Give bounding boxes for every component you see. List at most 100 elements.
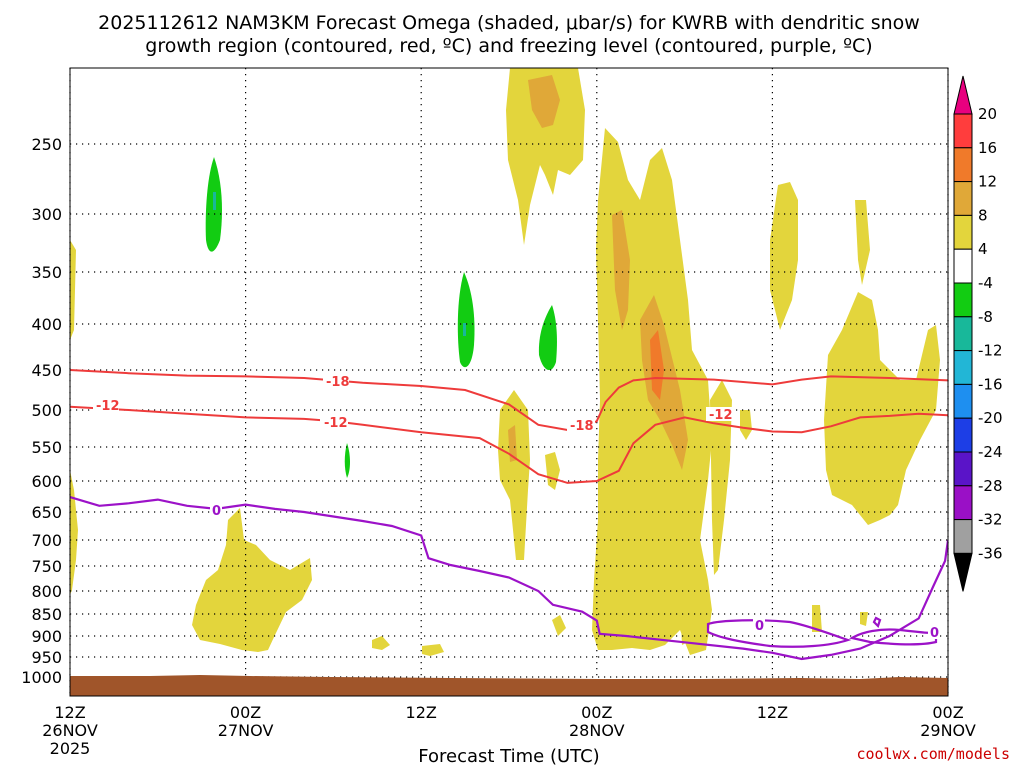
dgz12-label-bg-2: [320, 415, 348, 429]
y-tick-label-400: 400: [31, 315, 62, 334]
x-tick-time-12: 00Z: [230, 703, 261, 722]
colorbar-label-13: -36: [978, 544, 1003, 562]
y-tick-label-950: 950: [31, 648, 62, 667]
x-tick-date-12: 27NOV: [218, 721, 274, 740]
omega-region-green-3: [538, 305, 557, 371]
colorbar-label-4: 4: [978, 240, 988, 258]
omega-region-right-block: [855, 200, 870, 285]
colorbar-bin-12: [953, 519, 973, 554]
omega-region-small-3: [552, 615, 566, 636]
colorbar-bottom-arrow: [953, 552, 973, 592]
colorbar: 20 16 12 8 4 -4 -8 -12 -16 -20 -24 -28 -32 -36: [953, 75, 1003, 592]
colorbar-bin-2: [953, 181, 973, 216]
x-tick-date-36: 28NOV: [569, 721, 625, 740]
colorbar-bin-7: [953, 350, 973, 385]
y-tick-label-600: 600: [31, 472, 62, 491]
y-tick-label-800: 800: [31, 582, 62, 601]
y-tick-label-250: 250: [31, 135, 62, 154]
y-tick-label-450: 450: [31, 361, 62, 380]
omega-region-green-4: [344, 443, 350, 478]
omega-region-small-1: [372, 636, 390, 650]
x-axis-title: Forecast Time (UTC): [418, 746, 599, 767]
dgz-minus18-label-2: -18: [570, 419, 594, 434]
colorbar-label-7: -12: [978, 342, 1003, 360]
omega-region-small-5: [812, 605, 822, 632]
omega-region-dgz-right: [498, 390, 530, 560]
x-tick-date-60: 29NOV: [920, 721, 976, 740]
omega-region-core-deep: [650, 330, 664, 400]
omega-region-green-2: [457, 272, 475, 368]
colorbar-label-10: -24: [978, 443, 1003, 461]
y-tick-label-750: 750: [31, 557, 62, 576]
colorbar-label-11: -28: [978, 477, 1003, 495]
x-tick-time-24: 12Z: [406, 703, 437, 722]
colorbar-bin-4: [953, 248, 973, 284]
colorbar-label-8: -16: [978, 375, 1003, 393]
colorbar-label-5: -4: [978, 274, 993, 292]
x-tick-date-0: 26NOV: [42, 721, 98, 740]
dgz12-label-bg-1: [93, 398, 119, 412]
y-tick-label-700: 700: [31, 531, 62, 550]
y-tick-label-350: 350: [31, 263, 62, 282]
chart-title-line2: growth region (contoured, red, ºC) and f…: [145, 35, 872, 57]
omega-region-small-2: [422, 644, 444, 656]
colorbar-label-0: 20: [978, 105, 997, 123]
gridlines: [69, 68, 949, 696]
omega-region-left-edge: [70, 240, 78, 595]
frz-label-bg-3: [928, 625, 940, 639]
y-tick-label-900: 900: [31, 627, 62, 646]
frz-label-bg-2: [753, 618, 765, 632]
omega-region-column-right: [710, 380, 732, 575]
y-axis: 250 300 350 400 450 500 550 600 650 700 750 800 850 9…: [21, 135, 62, 687]
colorbar-bin-9: [953, 417, 973, 453]
freezing-label-3: 0: [930, 626, 939, 641]
dgz-minus18-label-1: -18: [326, 375, 350, 390]
dgz-minus12-label-3: -12: [709, 408, 733, 423]
colorbar-bin-6: [953, 316, 973, 352]
colorbar-label-3: 8: [978, 206, 988, 224]
dgz-minus12-label-2: -12: [324, 416, 348, 431]
dgz12-label-bg-3: [706, 407, 734, 421]
omega-region-small-mid: [740, 410, 752, 440]
freezing-loop-3: [872, 616, 882, 629]
omega-region-small-6: [860, 612, 868, 626]
x-tick-time-48: 12Z: [757, 703, 788, 722]
y-tick-label-1000: 1000: [21, 668, 62, 687]
y-tick-label-500: 500: [31, 401, 62, 420]
x-tick-time-0: 12Z: [54, 703, 85, 722]
dgz-minus12-contour: [70, 405, 948, 484]
dgz-minus12-label-1: -12: [96, 399, 120, 414]
omega-region-upper-plume: [506, 68, 585, 245]
x-tick-time-60: 00Z: [932, 703, 963, 722]
colorbar-label-2: 12: [978, 173, 997, 191]
plot-area: -18 -18 -12 -12 -12 0 0 0: [69, 67, 949, 697]
dgz18-label-bg-1: [323, 375, 349, 389]
omega-region-teal-1: [213, 192, 216, 210]
terrain-ground: [70, 675, 948, 696]
freezing-label-2: 0: [755, 619, 764, 634]
colorbar-bin-1: [953, 147, 973, 183]
x-tick-year-0: 2025: [50, 739, 91, 758]
colorbar-bin-8: [953, 383, 973, 419]
y-tick-label-300: 300: [31, 205, 62, 224]
omega-region-teal-2: [463, 323, 466, 336]
omega-region-left-lower: [192, 508, 312, 652]
dgz18-label-bg-2: [567, 418, 595, 432]
colorbar-bin-5: [953, 282, 973, 318]
y-tick-label-650: 650: [31, 503, 62, 522]
omega-region-dgz-orange: [508, 425, 517, 462]
y-tick-label-550: 550: [31, 438, 62, 457]
omega-region-small-4: [680, 604, 692, 645]
frz-label-bg-1: [210, 503, 222, 517]
freezing-level-contour: [70, 496, 948, 661]
contour-labels: -18 -18 -12 -12 -12 0 0 0: [93, 375, 940, 641]
credit-text: coolwx.com/models: [856, 745, 1010, 763]
omega-region-right-mass: [824, 292, 940, 525]
colorbar-bin-3: [953, 214, 973, 250]
y-tick-label-850: 850: [31, 605, 62, 624]
omega-region-column-far: [770, 182, 798, 330]
colorbar-bin-10: [953, 451, 973, 487]
freezing-label-1: 0: [212, 504, 221, 519]
